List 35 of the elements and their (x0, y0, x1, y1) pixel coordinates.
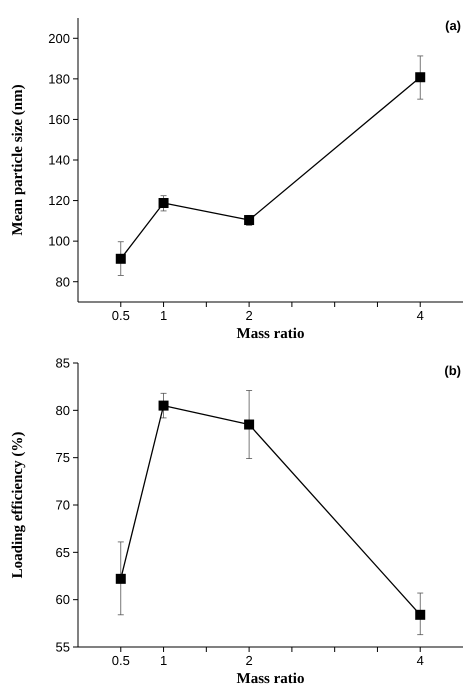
y-tick-label: 75 (56, 450, 70, 466)
x-tick-label: 0.5 (112, 653, 130, 668)
y-tick-label: 100 (48, 234, 70, 249)
y-tick-label: 55 (56, 640, 70, 655)
x-tick-label: 4 (416, 653, 424, 668)
point (158, 400, 169, 411)
y-tick-label: 140 (48, 152, 70, 168)
y-tick-label: 60 (56, 592, 70, 608)
y-axis-title: Loading efficiency (%) (10, 432, 26, 578)
x-tick-label: 2 (245, 308, 253, 323)
x-tick-label: 2 (245, 653, 253, 668)
y-axis-title: Mean particle size (nm) (10, 84, 26, 236)
point (116, 574, 126, 584)
x-tick-label: 1 (160, 308, 168, 323)
point (415, 610, 426, 620)
annotation: (a) (445, 18, 461, 33)
point (244, 420, 254, 430)
x-tick-label: 4 (416, 308, 424, 323)
annotation: (b) (444, 363, 461, 378)
x-tick-label: 1 (160, 653, 168, 668)
y-tick-label: 65 (56, 544, 70, 560)
point (116, 254, 126, 264)
y-tick-label: 85 (56, 356, 70, 371)
y-tick-label: 70 (56, 498, 70, 513)
y-tick-label: 80 (56, 274, 70, 290)
x-tick-label: 0.5 (112, 308, 130, 323)
point (415, 72, 426, 82)
y-tick-label: 160 (48, 112, 70, 127)
y-tick-label: 180 (48, 71, 70, 86)
point (158, 198, 169, 208)
y-tick-label: 120 (48, 193, 70, 208)
x-axis-title: Mass ratio (236, 671, 304, 687)
y-tick-label: 80 (56, 402, 70, 418)
y-tick-label: 200 (48, 30, 70, 46)
x-axis-title: Mass ratio (236, 326, 304, 342)
